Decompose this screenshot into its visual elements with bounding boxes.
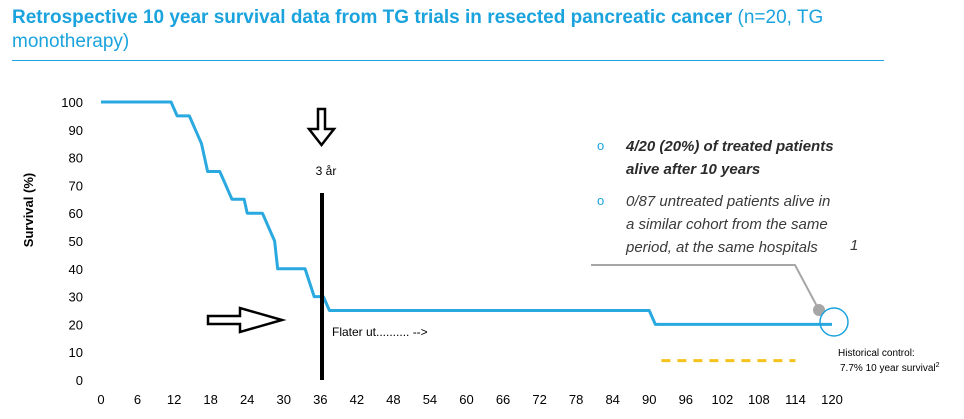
note1-line2: alive after 10 years	[626, 161, 760, 178]
y-tick-label: 0	[76, 373, 83, 388]
x-tick-label: 42	[350, 392, 364, 407]
y-tick-label: 80	[69, 151, 83, 166]
historical-control-label-2-text: 7.7% 10 year survival	[840, 363, 936, 374]
y-tick-label: 10	[69, 345, 83, 360]
y-tick-label: 100	[61, 95, 83, 110]
x-tick-label: 60	[459, 392, 473, 407]
x-tick-labels: 0 6 12 18 24 30 36 42 48 54 60 66 72 78 84 90 96 102 108 11…	[97, 392, 842, 407]
x-tick-label: 0	[97, 392, 104, 407]
title-divider	[12, 60, 884, 61]
x-tick-label: 12	[167, 392, 181, 407]
y-tick-label: 50	[69, 234, 83, 249]
y-tick-label: 60	[69, 206, 83, 221]
y-tick-labels: 0 10 20 30 40 50 60 70 80 90 100	[61, 95, 83, 388]
flater-ut-label: Flater ut.......... -->	[332, 325, 428, 339]
historical-control-label-1: Historical control:	[838, 348, 915, 359]
y-tick-label: 70	[69, 178, 83, 193]
callout-pointer-line	[591, 264, 820, 311]
x-tick-label: 48	[386, 392, 400, 407]
y-tick-label: 90	[69, 123, 83, 138]
historical-control-sup: 2	[936, 362, 940, 369]
bullet-icon: o	[597, 138, 604, 153]
note1-line1: 4/20 (20%) of treated patients	[625, 138, 834, 155]
y-tick-label: 20	[69, 317, 83, 332]
x-tick-label: 96	[679, 392, 693, 407]
title-sub: (n=20, TG monotherapy)	[12, 7, 824, 52]
bullet-icon: o	[597, 193, 604, 208]
y-tick-label: 30	[69, 290, 83, 305]
note2-line1: 0/87 untreated patients alive in	[626, 193, 830, 210]
x-tick-label: 84	[605, 392, 619, 407]
slide-title: Retrospective 10 year survival data from…	[12, 6, 912, 54]
highlight-ring	[819, 307, 849, 337]
x-tick-label: 120	[821, 392, 843, 407]
three-year-label: 3 år	[316, 164, 337, 178]
x-tick-label: 114	[785, 392, 806, 407]
x-tick-label: 72	[532, 392, 546, 407]
y-tick-label: 40	[69, 262, 83, 277]
x-tick-label: 6	[134, 392, 141, 407]
y-axis-label: Survival (%)	[21, 173, 36, 247]
x-tick-label: 90	[642, 392, 656, 407]
down-arrow-icon	[306, 107, 337, 148]
right-arrow-icon	[206, 306, 287, 334]
survival-curve	[101, 100, 832, 326]
x-tick-label: 66	[496, 392, 510, 407]
x-tick-label: 24	[240, 392, 254, 407]
callout-pointer-dot	[813, 304, 825, 316]
x-tick-label: 108	[748, 392, 770, 407]
note2-line3: period, at the same hospitals	[625, 239, 818, 256]
title-main: Retrospective 10 year survival data from…	[12, 7, 733, 28]
x-tick-label: 18	[203, 392, 217, 407]
x-tick-label: 54	[423, 392, 437, 407]
x-tick-label: 102	[711, 392, 733, 407]
note2-line2: a similar cohort from the same	[626, 216, 828, 233]
note2-reference: 1	[850, 237, 858, 254]
historical-control-label-2: 7.7% 10 year survival2	[840, 362, 940, 374]
x-tick-label: 78	[569, 392, 583, 407]
x-tick-label: 36	[313, 392, 327, 407]
x-tick-label: 30	[277, 392, 291, 407]
